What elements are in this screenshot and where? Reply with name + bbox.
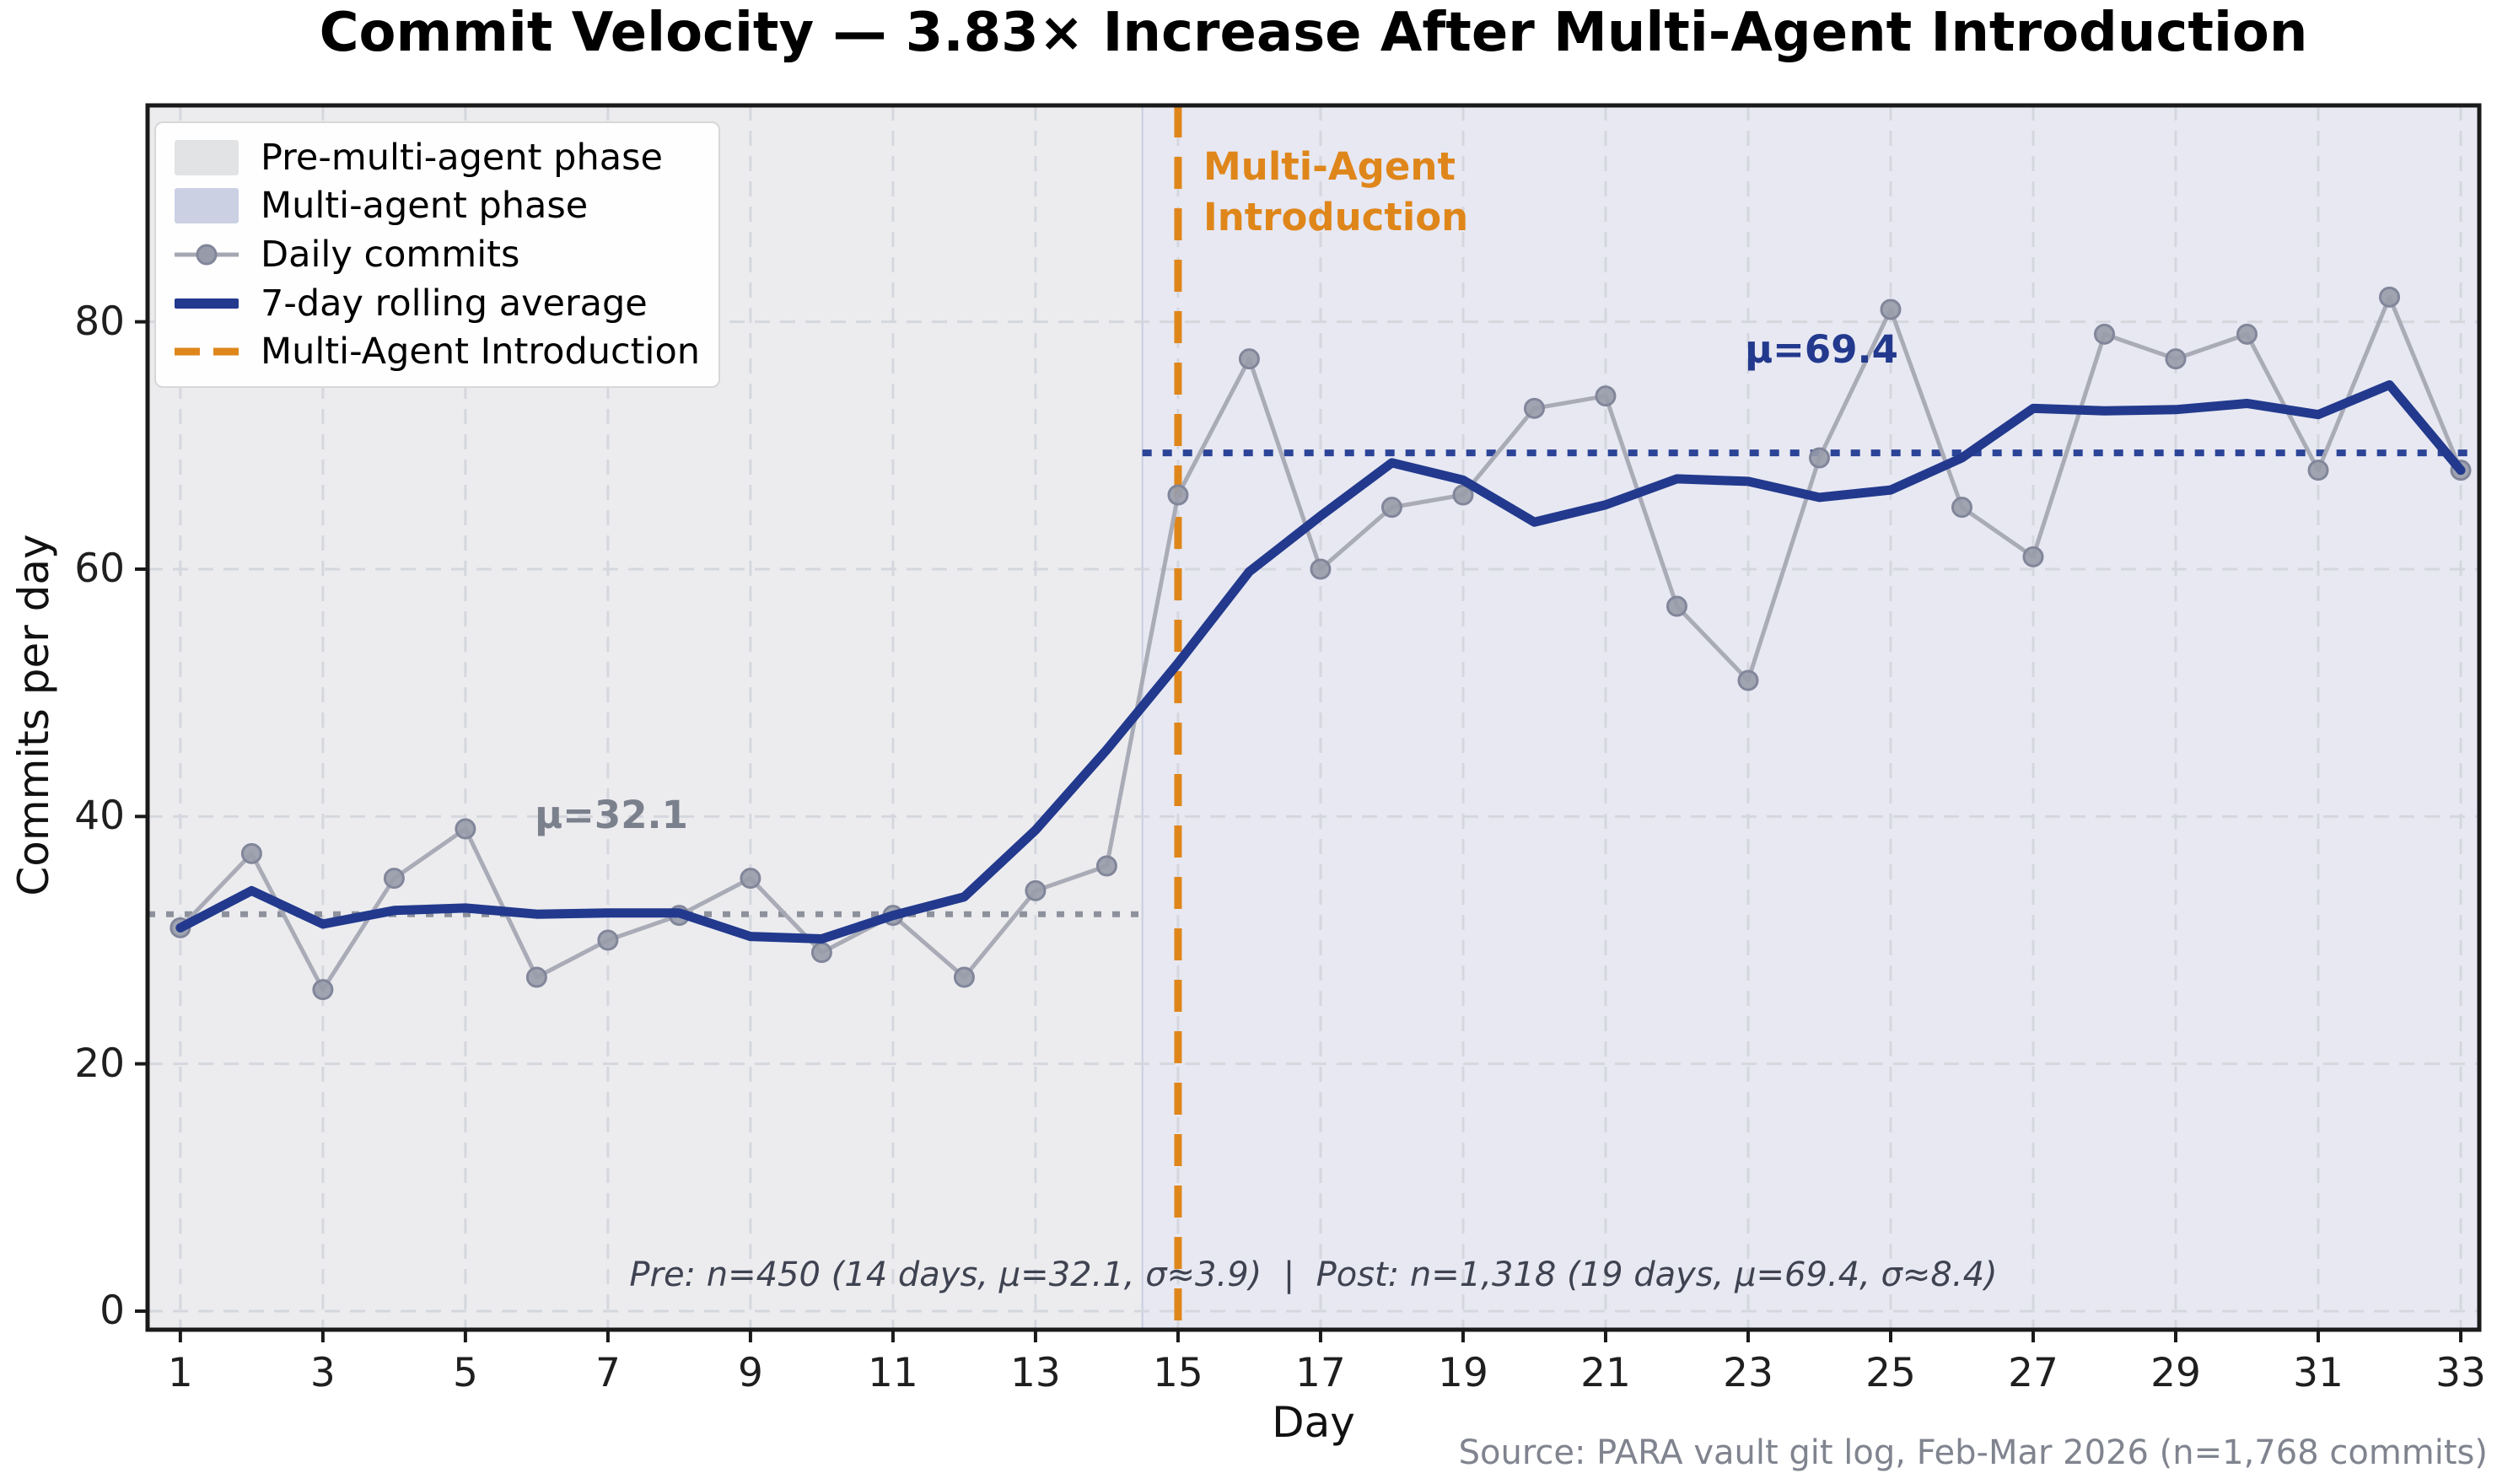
daily-commit-marker [2165, 348, 2187, 370]
daily-commit-marker [2379, 286, 2401, 308]
daily-commit-marker [383, 868, 405, 890]
stats-footnote: Pre: n=450 (14 days, μ=32.1, σ≈3.9) | Po… [629, 1255, 1998, 1294]
daily-commit-marker [1666, 595, 1687, 617]
rolling-average-line-icon [175, 298, 239, 309]
daily-commit-marker [953, 966, 975, 988]
legend-item-label: Multi-agent phase [261, 185, 589, 228]
daily-commit-marker [2094, 323, 2116, 345]
multi-phase-swatch-icon [175, 188, 239, 224]
daily-commit-marker [2236, 323, 2258, 345]
daily-commit-marker [1380, 497, 1402, 519]
source-note: Source: PARA vault git log, Feb-Mar 2026… [1458, 1433, 2488, 1472]
daily-commit-marker [1452, 484, 1474, 506]
daily-commit-marker [810, 942, 832, 964]
daily-commit-marker [1523, 397, 1545, 419]
legend-item-label: Multi-Agent Introduction [261, 331, 701, 374]
daily-commit-marker [525, 966, 547, 988]
daily-commit-marker [1595, 385, 1617, 407]
event-dashed-line-icon [175, 333, 239, 370]
x-axis-label: Day [1272, 1398, 1355, 1447]
daily-commit-marker [1238, 348, 1260, 370]
daily-commit-marker [1808, 447, 1830, 469]
daily-commit-marker [2307, 460, 2329, 481]
legend-item-event-line: Multi-Agent Introduction [175, 328, 710, 375]
legend-item-daily-commits: Daily commits [175, 231, 710, 278]
y-axis-label: Commits per day [9, 534, 58, 896]
legend-item-rolling-average: 7-day rolling average [175, 280, 710, 327]
legend: Pre-multi-agent phase Multi-agent phase … [154, 121, 720, 388]
daily-commit-marker [1167, 484, 1189, 506]
pre-phase-swatch-icon [175, 139, 239, 175]
legend-item-multi-phase: Multi-agent phase [175, 182, 710, 229]
daily-commit-marker [597, 929, 619, 951]
daily-commit-marker [312, 979, 334, 1001]
legend-item-label: Pre-multi-agent phase [261, 136, 663, 179]
multi-agent-phase-band [1142, 105, 2479, 1330]
daily-commit-marker [2022, 546, 2044, 567]
daily-commit-marker [240, 842, 262, 864]
daily-commit-marker [740, 868, 761, 890]
daily-commit-marker [1310, 558, 1332, 580]
legend-item-pre-phase: Pre-multi-agent phase [175, 134, 710, 181]
legend-item-label: 7-day rolling average [261, 282, 648, 325]
chart-title: Commit Velocity — 3.83× Increase After M… [319, 2, 2308, 64]
legend-item-label: Daily commits [261, 233, 520, 276]
plot-border [145, 103, 2482, 1332]
rolling-average-line [175, 379, 2466, 944]
daily-commit-marker [1025, 879, 1047, 901]
daily-commits-line-icon [175, 236, 239, 273]
daily-commit-marker [1737, 669, 1759, 691]
daily-commit-marker [1880, 298, 1902, 320]
daily-commit-marker [1951, 497, 1972, 519]
daily-commit-marker [455, 818, 476, 840]
daily-commit-marker [1095, 855, 1117, 877]
